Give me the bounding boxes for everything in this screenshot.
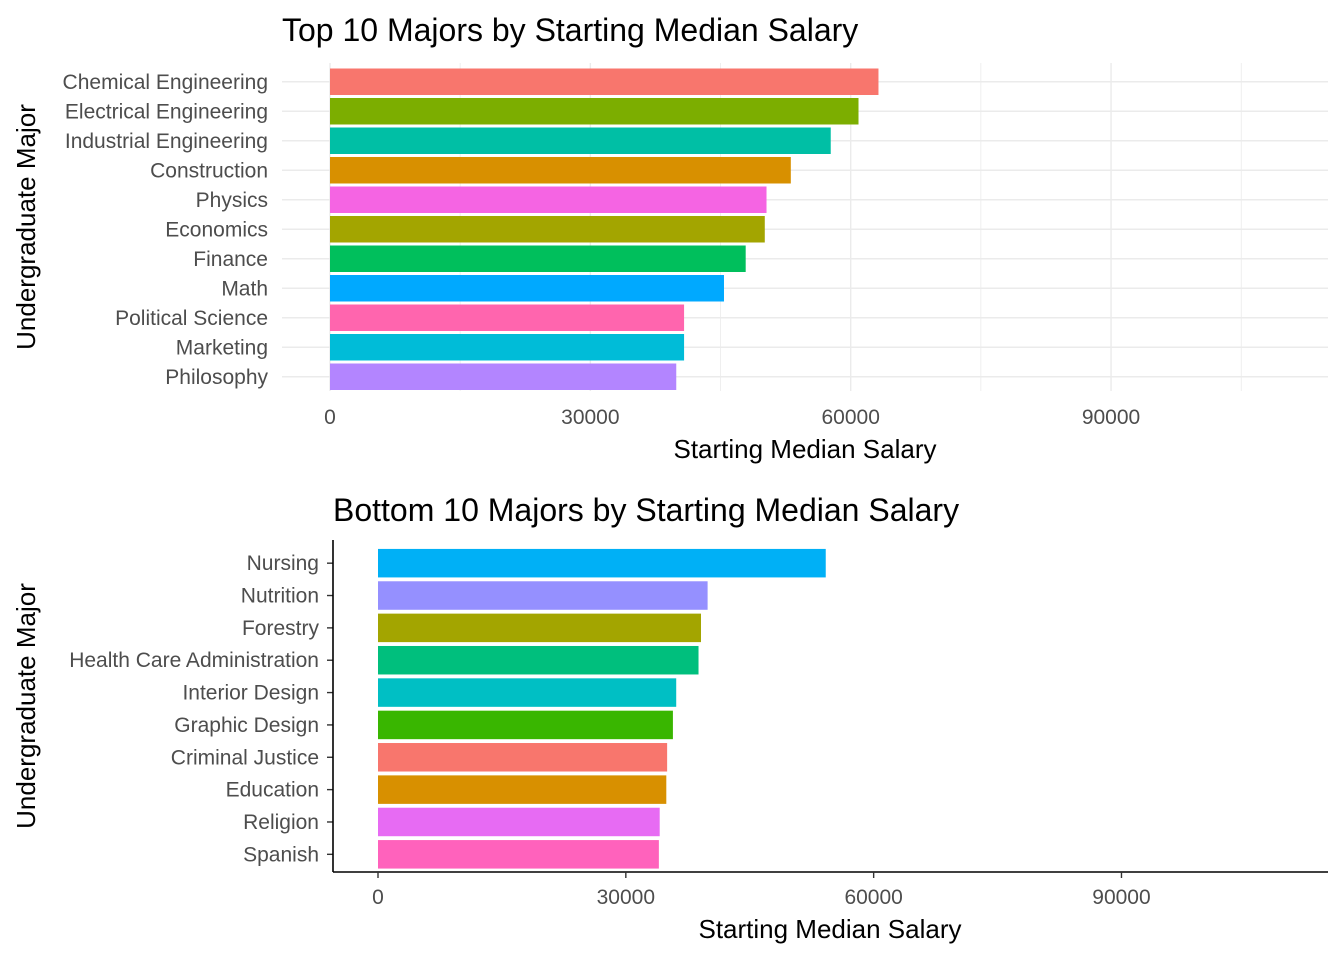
chart-1-category-label: Finance: [193, 248, 268, 271]
chart-2-bar: [378, 807, 660, 837]
chart-1-y-axis-title: Undergraduate Major: [11, 104, 41, 350]
chart-2-category-label: Education: [226, 779, 319, 802]
chart-1-category-label: Industrial Engineering: [65, 130, 268, 153]
chart-1-category-label: Philosophy: [165, 366, 268, 389]
chart-2-category-label: Spanish: [243, 843, 319, 866]
chart-1-bar: [330, 245, 746, 272]
chart-2-bar: [378, 775, 667, 804]
chart-1-x-tick-label: 30000: [561, 406, 619, 429]
chart-1-bar: [330, 334, 685, 361]
chart-2-x-tick-label: 0: [372, 886, 384, 909]
chart-1-bar: [330, 157, 791, 184]
chart-2-category-label: Criminal Justice: [171, 746, 319, 769]
chart-2-title: Bottom 10 Majors by Starting Median Sala…: [333, 492, 959, 528]
chart-1-bar: [330, 68, 879, 95]
chart-2-x-tick-label: 30000: [597, 886, 655, 909]
chart-1-title: Top 10 Majors by Starting Median Salary: [282, 12, 858, 48]
chart-2-category-label: Nursing: [247, 552, 319, 575]
chart-1-x-tick-label: 90000: [1082, 406, 1140, 429]
chart-1-bar: [330, 363, 677, 390]
chart-2-x-tick-label: 90000: [1092, 886, 1150, 909]
chart-2-bar: [378, 581, 708, 610]
chart-2-bar: [378, 710, 673, 740]
chart-1-category-label: Political Science: [115, 307, 268, 330]
chart-2-category-label: Religion: [243, 811, 319, 834]
chart-2-category-label: Forestry: [242, 617, 320, 640]
chart-2-y-axis-title: Undergraduate Major: [11, 583, 41, 829]
chart-2-category-label: Interior Design: [182, 682, 319, 705]
chart-1-category-label: Physics: [196, 189, 268, 212]
chart-2-x-tick-label: 60000: [844, 886, 902, 909]
chart-2-bar: [378, 840, 659, 869]
chart-1-x-tick-label: 0: [324, 406, 336, 429]
chart-2-category-label: Nutrition: [241, 585, 319, 608]
chart-1-category-label: Electrical Engineering: [65, 100, 268, 123]
chart-2-bar: [378, 678, 677, 707]
chart-1-x-axis-title: Starting Median Salary: [673, 434, 936, 464]
chart-1-category-label: Chemical Engineering: [63, 71, 268, 94]
chart-1-category-label: Marketing: [176, 336, 268, 359]
chart-2-bar: [378, 645, 699, 675]
chart-2-x-axis-title: Starting Median Salary: [698, 914, 961, 944]
chart-2-category-label: Health Care Administration: [69, 649, 319, 672]
chart-1-x-tick-label: 60000: [821, 406, 879, 429]
chart-2-category-label: Graphic Design: [174, 714, 319, 737]
chart-1-category-label: Math: [221, 277, 268, 300]
chart-1-bar: [330, 98, 859, 125]
chart-1-bar: [330, 275, 724, 302]
chart-1-bar: [330, 127, 831, 154]
chart-1-bar: [330, 216, 765, 243]
chart-1-bar: [330, 304, 685, 331]
chart-1-category-label: Construction: [150, 159, 268, 182]
chart-1-bar: [330, 186, 767, 213]
chart-2-bar: [378, 613, 701, 643]
chart-2-bar: [378, 743, 668, 772]
chart-1-category-label: Economics: [165, 218, 268, 241]
chart-2-bar: [378, 548, 826, 578]
